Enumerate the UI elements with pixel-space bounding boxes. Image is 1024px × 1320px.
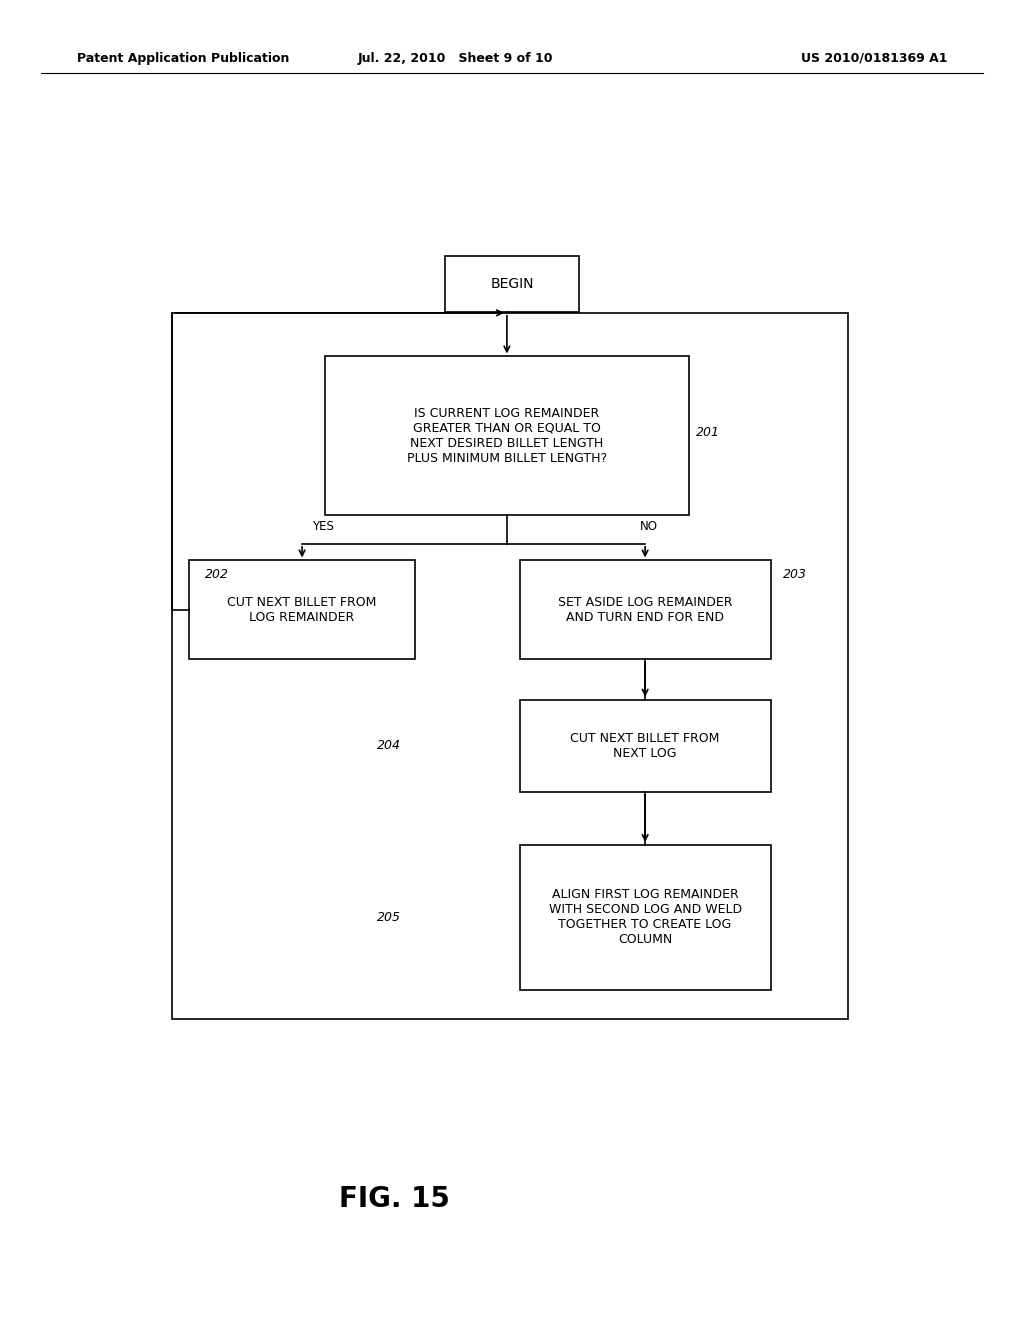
Bar: [520, 700, 771, 792]
Bar: [189, 560, 415, 659]
Text: Jul. 22, 2010   Sheet 9 of 10: Jul. 22, 2010 Sheet 9 of 10: [358, 51, 553, 65]
Text: CUT NEXT BILLET FROM
LOG REMAINDER: CUT NEXT BILLET FROM LOG REMAINDER: [227, 595, 377, 624]
Text: BEGIN: BEGIN: [490, 277, 534, 290]
Text: NO: NO: [640, 520, 658, 533]
Text: ALIGN FIRST LOG REMAINDER
WITH SECOND LOG AND WELD
TOGETHER TO CREATE LOG
COLUMN: ALIGN FIRST LOG REMAINDER WITH SECOND LO…: [549, 888, 741, 946]
Bar: [326, 356, 688, 515]
Text: SET ASIDE LOG REMAINDER
AND TURN END FOR END: SET ASIDE LOG REMAINDER AND TURN END FOR…: [558, 595, 732, 624]
Text: US 2010/0181369 A1: US 2010/0181369 A1: [801, 51, 947, 65]
Bar: [520, 560, 771, 659]
Text: 202: 202: [205, 568, 228, 581]
Text: CUT NEXT BILLET FROM
NEXT LOG: CUT NEXT BILLET FROM NEXT LOG: [570, 731, 720, 760]
Bar: [445, 256, 579, 312]
Text: 204: 204: [377, 739, 400, 752]
Text: 205: 205: [377, 911, 400, 924]
Text: IS CURRENT LOG REMAINDER
GREATER THAN OR EQUAL TO
NEXT DESIRED BILLET LENGTH
PLU: IS CURRENT LOG REMAINDER GREATER THAN OR…: [407, 407, 607, 465]
Text: Patent Application Publication: Patent Application Publication: [77, 51, 289, 65]
Text: 201: 201: [696, 426, 720, 440]
Text: FIG. 15: FIG. 15: [339, 1184, 450, 1213]
Bar: [520, 845, 771, 990]
Bar: [172, 313, 848, 1019]
Text: YES: YES: [312, 520, 334, 533]
Text: 203: 203: [783, 568, 807, 581]
